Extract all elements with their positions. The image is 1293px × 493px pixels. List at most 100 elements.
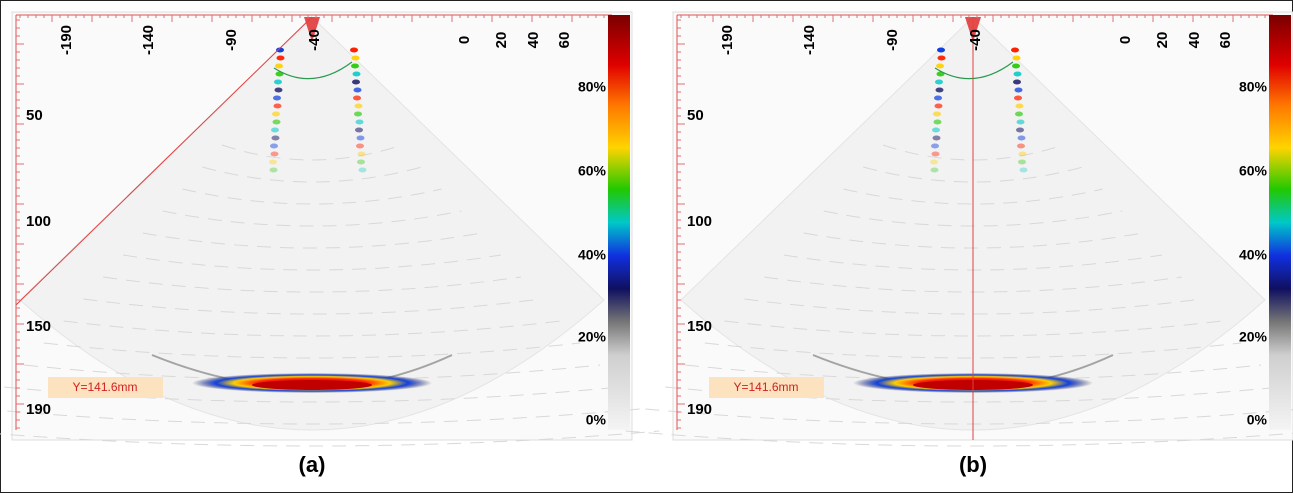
y-tick-label: 150 [26, 318, 51, 335]
speckle-arc [0, 408, 640, 425]
x-tick-label: -40 [967, 29, 984, 51]
beam-spot [354, 111, 362, 117]
y-tick-label: 190 [26, 401, 51, 418]
speckle-arc [202, 166, 422, 183]
reflector-core [252, 380, 372, 390]
colorbar-label: 40% [1239, 247, 1268, 263]
speckle-arc [625, 430, 1293, 447]
beam-spot [1015, 103, 1024, 109]
x-tick-label: -140 [801, 25, 818, 55]
beam-spot [1016, 127, 1024, 133]
x-tick-label: -90 [884, 29, 901, 51]
x-tick-label: -190 [719, 25, 736, 55]
beam-spot [273, 103, 282, 109]
beam-spot [932, 127, 940, 133]
beam-spot [272, 111, 280, 117]
x-tick-label: 20 [1154, 32, 1171, 49]
speckle-arc [0, 430, 660, 447]
speckle-arc [83, 298, 541, 315]
annotation-box [48, 377, 163, 398]
beam-spot [1014, 95, 1022, 101]
beam-spot [353, 87, 362, 93]
speckle-arc [704, 342, 1242, 359]
x-tick-label: 0 [1117, 36, 1134, 44]
speckle-arc [142, 232, 482, 249]
colorbar-label: 20% [578, 329, 607, 345]
beam-spot [932, 135, 941, 141]
speckle-arc [103, 276, 521, 293]
x-tick-label: 0 [456, 36, 473, 44]
speckle-arc [182, 188, 442, 205]
beam-spot [1013, 79, 1021, 85]
beam-spot [1019, 167, 1028, 173]
beam-spot [351, 55, 360, 61]
x-tick-label: 40 [1186, 32, 1203, 49]
beam-spot [1016, 119, 1025, 125]
beam-spot [1014, 87, 1023, 93]
beam-spot [1013, 71, 1022, 77]
colorbar [608, 15, 630, 430]
beam-spot [270, 151, 279, 157]
beam-spot [931, 143, 939, 149]
beam-spot [1012, 55, 1021, 61]
sector [19, 16, 605, 431]
beam-spot [930, 167, 939, 173]
colorbar-label: 60% [578, 163, 607, 179]
x-tick-label: 40 [525, 32, 542, 49]
beam-spot [936, 63, 944, 69]
beam-spot [276, 47, 284, 53]
panel: -190 -140 -90 -40 0 20 40 60 50 100 150 190 80% 60% 40… [625, 11, 1293, 477]
colorbar-label: 80% [1239, 79, 1268, 95]
beam-spot [275, 63, 283, 69]
x-tick-label: 60 [556, 32, 573, 49]
x-tick-label: 20 [493, 32, 510, 49]
beam-spot [350, 47, 358, 53]
beam-spot [933, 119, 942, 125]
beam-spot [352, 71, 361, 77]
beam-spot [352, 79, 360, 85]
x-tick-label: -90 [223, 29, 240, 51]
beam-spot [356, 135, 365, 141]
beam-spot [1015, 111, 1023, 117]
colorbar-label: 80% [578, 79, 607, 95]
beam-spot [931, 151, 940, 157]
x-tick-label: -140 [140, 25, 157, 55]
beam-spot [271, 127, 279, 133]
panel: -190 -140 -90 -40 0 20 40 60 50 100 150 190 80% 60% 40… [0, 11, 660, 477]
beam-spot [930, 159, 938, 165]
x-tick-label: -40 [306, 29, 323, 51]
speckle-arc [843, 188, 1103, 205]
beam-spot [272, 119, 281, 125]
beam-spot [1011, 47, 1019, 53]
beam-spot [354, 103, 363, 109]
beam-spot [934, 95, 942, 101]
panel-label: (a) [299, 452, 326, 477]
panel-label: (b) [959, 452, 987, 477]
colorbar-label: 40% [578, 247, 607, 263]
beam-spot [355, 127, 363, 133]
beam-spot [269, 167, 278, 173]
beam-spot [276, 55, 285, 61]
beam-spot [937, 55, 946, 61]
beam-spot [270, 143, 278, 149]
beam-spot [351, 63, 359, 69]
beam-spot [935, 87, 944, 93]
annotation: Y=141.6mm [733, 380, 798, 394]
x-tick-label: 60 [1217, 32, 1234, 49]
speckle-arc [744, 298, 1202, 315]
beam-spot [273, 95, 281, 101]
colorbar-label: 0% [586, 412, 607, 428]
beam-spot [358, 167, 367, 173]
x-tick-label: -190 [58, 25, 75, 55]
beam-spot [1017, 143, 1025, 149]
colorbar-label: 60% [1239, 163, 1268, 179]
apex [304, 17, 320, 42]
y-tick-label: 50 [26, 107, 43, 124]
beam-spot [357, 159, 365, 165]
beam-spot [357, 151, 366, 157]
annotation-box [709, 377, 824, 398]
beam-spot [269, 159, 277, 165]
beam-spot [1017, 135, 1026, 141]
cursor-line [15, 16, 313, 306]
